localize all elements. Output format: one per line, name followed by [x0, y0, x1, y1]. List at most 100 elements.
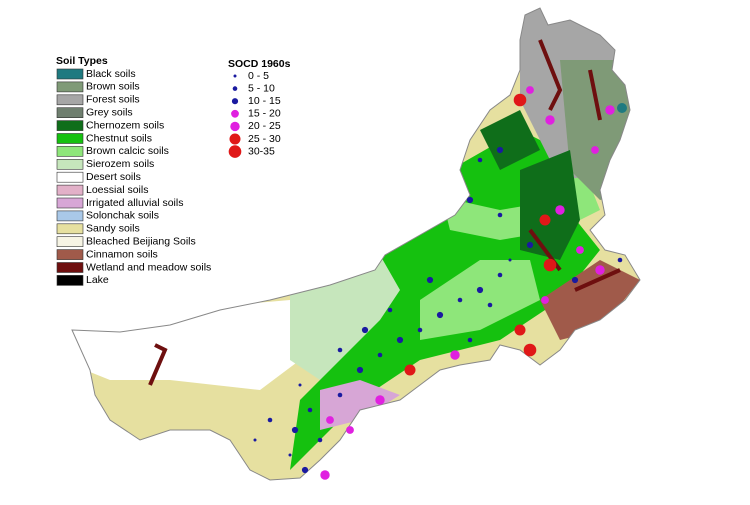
soil-swatch	[56, 159, 84, 170]
sample-point	[426, 276, 434, 284]
sample-point	[526, 241, 534, 249]
sample-points	[253, 86, 623, 480]
soil-label: Grey soils	[86, 106, 133, 118]
sample-point	[375, 395, 385, 405]
soil-label: Black soils	[86, 68, 136, 80]
sample-point	[317, 437, 323, 443]
sample-point	[508, 258, 512, 262]
soil-label: Chestnut soils	[86, 132, 152, 144]
sample-point	[514, 324, 526, 336]
sample-point	[377, 352, 383, 358]
socd-label: 0 - 5	[248, 70, 269, 82]
sample-point	[466, 196, 474, 204]
sample-point	[326, 416, 334, 424]
sample-point	[346, 426, 354, 434]
soil-swatch	[56, 249, 84, 260]
sample-point	[541, 296, 549, 304]
sample-point	[436, 311, 444, 319]
sample-point	[497, 272, 503, 278]
socd-symbol	[233, 74, 237, 78]
sample-point	[476, 286, 484, 294]
sample-point	[526, 86, 534, 94]
soil-swatch	[56, 107, 84, 118]
sample-point	[450, 350, 460, 360]
soil-label: Sierozem soils	[86, 158, 154, 170]
soil-swatch	[56, 171, 84, 183]
sample-point	[291, 426, 299, 434]
region-brown-calcic	[420, 260, 540, 340]
socd-symbol	[231, 109, 239, 118]
sample-point	[576, 246, 584, 254]
socd-legend-title: SOCD 1960s	[228, 58, 291, 70]
sample-point	[337, 392, 343, 398]
socd-label: 5 - 10	[248, 82, 275, 94]
sample-point	[253, 438, 257, 442]
soil-swatch	[56, 262, 84, 273]
sample-point	[605, 105, 615, 115]
region-alluvial	[320, 380, 400, 430]
sample-point	[539, 214, 551, 226]
soil-swatch	[56, 133, 84, 144]
sample-point	[387, 307, 393, 313]
soil-legend-title: Soil Types	[56, 55, 108, 67]
sample-point	[298, 383, 302, 387]
sample-point	[337, 347, 343, 353]
soil-label: Chernozem soils	[86, 119, 164, 131]
region-chernozem	[520, 150, 580, 260]
soil-label: Sandy soils	[86, 223, 140, 235]
socd-symbol	[229, 133, 241, 145]
sample-point	[543, 258, 557, 272]
socd-label: 15 - 20	[248, 108, 281, 120]
socd-symbol	[232, 86, 238, 91]
sample-point	[457, 297, 463, 303]
socd-label: 10 - 15	[248, 95, 281, 107]
soil-label: Wetland and meadow soils	[86, 261, 211, 273]
soil-swatch	[56, 236, 84, 247]
socd-label: 30-35	[248, 145, 275, 157]
sample-point	[477, 157, 483, 163]
region-cinnamon	[540, 260, 640, 340]
soil-label: Irrigated alluvial soils	[86, 197, 183, 209]
sample-point	[267, 417, 273, 423]
sample-point	[595, 265, 605, 275]
sample-point	[523, 343, 537, 357]
soil-label: Forest soils	[86, 94, 140, 106]
sample-point	[497, 212, 503, 218]
soil-label: Loessial soils	[86, 184, 148, 196]
soil-label: Brown soils	[86, 81, 140, 93]
black-soil-patch	[617, 103, 627, 113]
socd-symbol	[231, 98, 239, 105]
socd-symbol	[230, 121, 240, 132]
wetland-strips	[148, 39, 621, 386]
sample-point	[307, 407, 313, 413]
sample-point	[288, 453, 292, 457]
soil-swatch	[56, 120, 84, 131]
sample-point	[404, 364, 416, 376]
soil-label: Brown calcic soils	[86, 145, 169, 157]
socd-symbol	[228, 145, 242, 158]
soil-label: Lake	[86, 274, 109, 286]
soil-swatch	[56, 210, 84, 222]
sample-point	[417, 327, 423, 333]
sample-point	[571, 276, 579, 284]
sample-point	[467, 337, 473, 343]
sample-point	[555, 205, 565, 215]
sample-point	[361, 326, 369, 334]
sample-point	[356, 366, 364, 374]
sample-point	[513, 93, 527, 107]
soil-swatch	[56, 146, 84, 157]
soil-swatch	[56, 68, 84, 80]
region-chernozem-n	[480, 110, 540, 170]
socd-label: 25 - 30	[248, 133, 281, 145]
socd-label: 20 - 25	[248, 120, 281, 132]
sample-point	[301, 466, 309, 474]
sample-point	[396, 336, 404, 344]
soil-swatch	[56, 275, 84, 286]
soil-label: Bleached Beijiang Soils	[86, 235, 196, 247]
soil-label: Cinnamon soils	[86, 248, 158, 260]
sample-point	[320, 470, 330, 480]
soil-swatch	[56, 223, 84, 235]
soil-swatch	[56, 184, 84, 196]
soil-label: Desert soils	[86, 171, 141, 183]
